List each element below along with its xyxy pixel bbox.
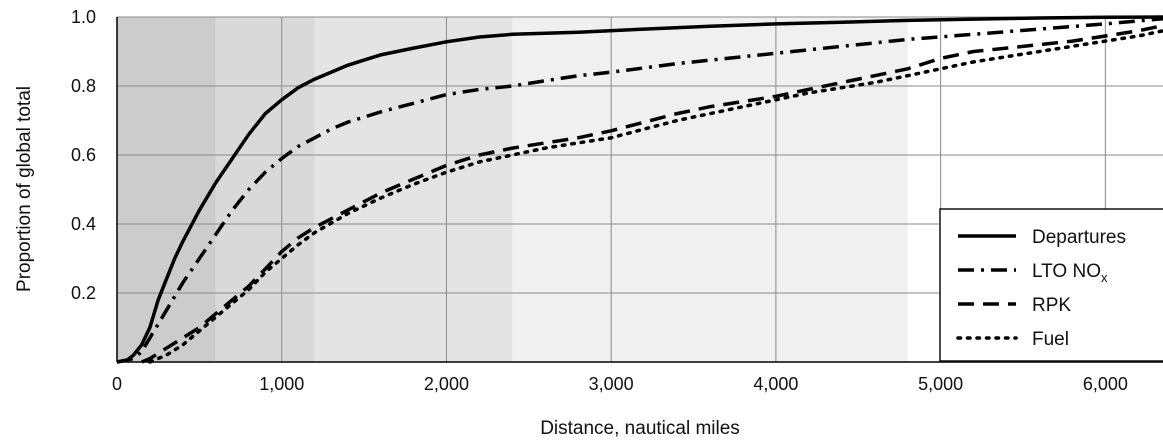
x-tick-label-0: 0 — [112, 374, 122, 394]
legend-label-2: RPK — [1032, 295, 1071, 316]
y-axis-title: Proportion of global total — [14, 86, 35, 292]
x-axis-title: Distance, nautical miles — [540, 418, 740, 439]
legend-label-3: Fuel — [1032, 329, 1069, 350]
series-line-fuel — [148, 29, 1163, 364]
background-band-0 — [117, 17, 216, 362]
x-tick-label-2: 2,000 — [424, 374, 469, 394]
y-tick-label-3: 0.8 — [71, 76, 96, 96]
y-tick-label-1: 0.4 — [71, 214, 96, 234]
legend-label-0: Departures — [1032, 227, 1126, 248]
series-line-rpk — [141, 23, 1163, 364]
background-band-1 — [215, 17, 315, 362]
x-tick-labels: 0 1,000 2,000 3,000 4,000 5,000 6,000 — [112, 374, 1128, 394]
legend-label-1: LTO NOx — [1032, 261, 1108, 285]
series-line-departures — [116, 15, 1163, 364]
x-tick-label-4: 4,000 — [753, 374, 798, 394]
x-tick-label-1: 1,000 — [259, 374, 304, 394]
legend: Departures LTO NOx RPK Fuel — [939, 208, 1163, 362]
x-tick-label-5: 5,000 — [918, 374, 963, 394]
data-series — [116, 15, 1163, 364]
x-tick-label-3: 3,000 — [589, 374, 634, 394]
y-tick-label-4: 1.0 — [71, 7, 96, 27]
y-tick-label-0: 0.2 — [71, 283, 96, 303]
series-line-lto-no — [116, 16, 1163, 364]
background-bands — [117, 17, 908, 362]
x-tick-label-6: 6,000 — [1083, 374, 1128, 394]
y-tick-labels: 0.2 0.4 0.6 0.8 1.0 — [71, 7, 96, 303]
y-tick-label-2: 0.6 — [71, 145, 96, 165]
axes — [116, 17, 1163, 363]
background-band-2 — [314, 17, 513, 362]
background-band-3 — [512, 17, 908, 362]
